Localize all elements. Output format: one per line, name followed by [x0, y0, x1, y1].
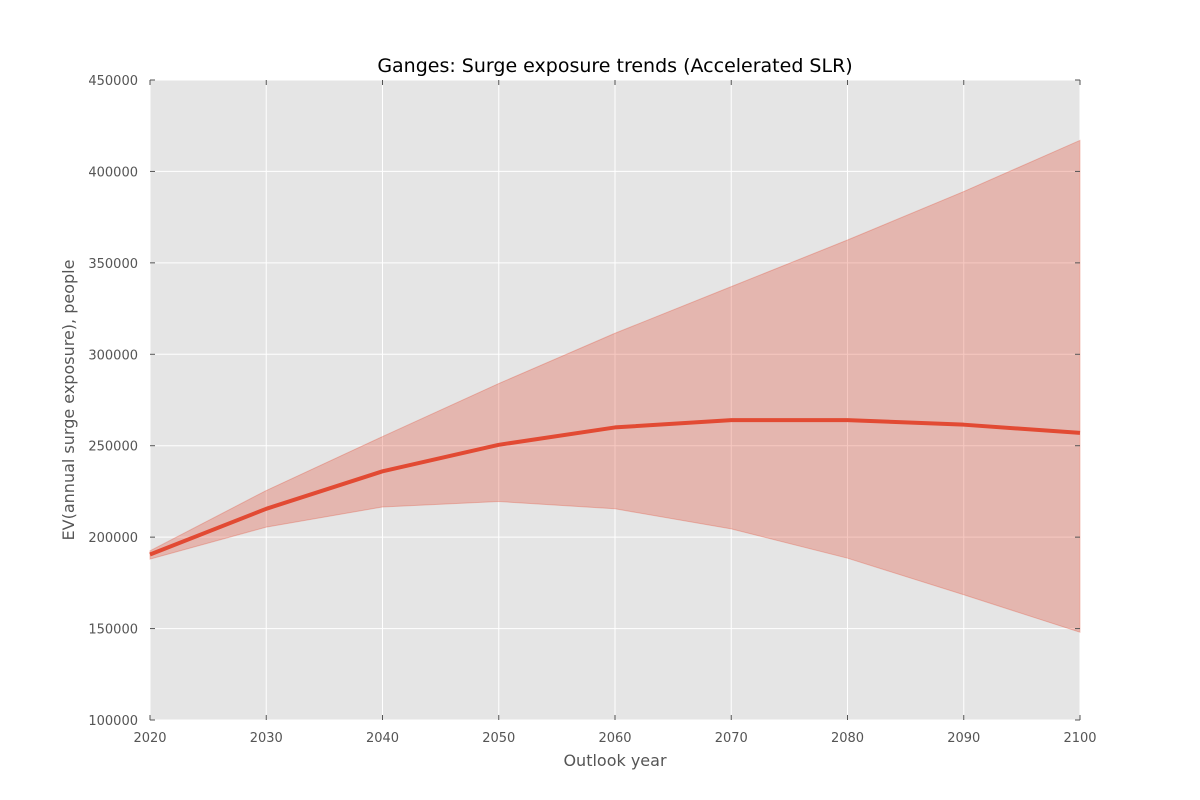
x-tick-label: 2070 — [715, 731, 748, 746]
x-tick-label: 2090 — [947, 731, 980, 746]
x-tick-label: 2100 — [1063, 731, 1096, 746]
y-tick-label: 450000 — [88, 74, 138, 89]
series-line — [149, 418, 1081, 557]
y-tick-label: 350000 — [88, 257, 138, 272]
y-axis-label: EV(annual surge exposure), people — [59, 260, 78, 541]
y-tick-label: 200000 — [88, 531, 138, 546]
y-tick-label: 150000 — [88, 623, 138, 638]
chart-title: Ganges: Surge exposure trends (Accelerat… — [377, 55, 852, 77]
y-tick-label: 100000 — [88, 714, 138, 729]
ticks: 2020 2030 2040 2050 2060 2070 2080 2090 2100 1000… — [88, 74, 1096, 746]
series-band — [149, 139, 1081, 633]
y-tick-label: 250000 — [88, 440, 138, 455]
x-tick-label: 2080 — [831, 731, 864, 746]
x-tick-label: 2050 — [482, 731, 515, 746]
x-tick-label: 2060 — [598, 731, 631, 746]
y-tick-label: 300000 — [88, 348, 138, 363]
x-tick-label: 2040 — [366, 731, 399, 746]
y-tick-label: 400000 — [88, 165, 138, 180]
x-axis-label: Outlook year — [563, 751, 667, 770]
x-tick-label: 2020 — [133, 731, 166, 746]
x-tick-label: 2030 — [250, 731, 283, 746]
